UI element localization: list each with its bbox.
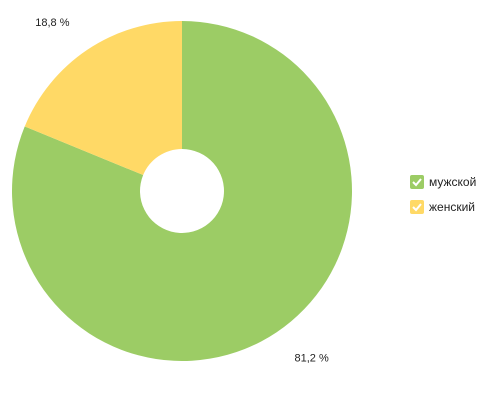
legend-check xyxy=(412,178,422,187)
pie-slice xyxy=(24,21,182,176)
legend-label[interactable]: мужской xyxy=(429,175,476,189)
legend-swatch[interactable] xyxy=(410,200,424,214)
pie-slice xyxy=(11,21,353,361)
slice-label: 81,2 % xyxy=(294,353,328,365)
legend-swatch[interactable] xyxy=(410,175,424,189)
legend-label[interactable]: женский xyxy=(429,200,475,214)
slice-label: 18,8 % xyxy=(35,17,69,29)
legend-check xyxy=(412,203,422,212)
